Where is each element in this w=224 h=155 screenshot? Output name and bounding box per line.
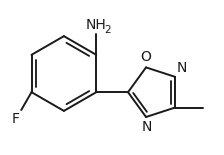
Text: N: N bbox=[177, 61, 187, 75]
Text: F: F bbox=[11, 112, 19, 126]
Text: O: O bbox=[141, 50, 151, 64]
Text: NH: NH bbox=[86, 18, 107, 32]
Text: N: N bbox=[142, 120, 152, 134]
Text: 2: 2 bbox=[104, 25, 111, 35]
